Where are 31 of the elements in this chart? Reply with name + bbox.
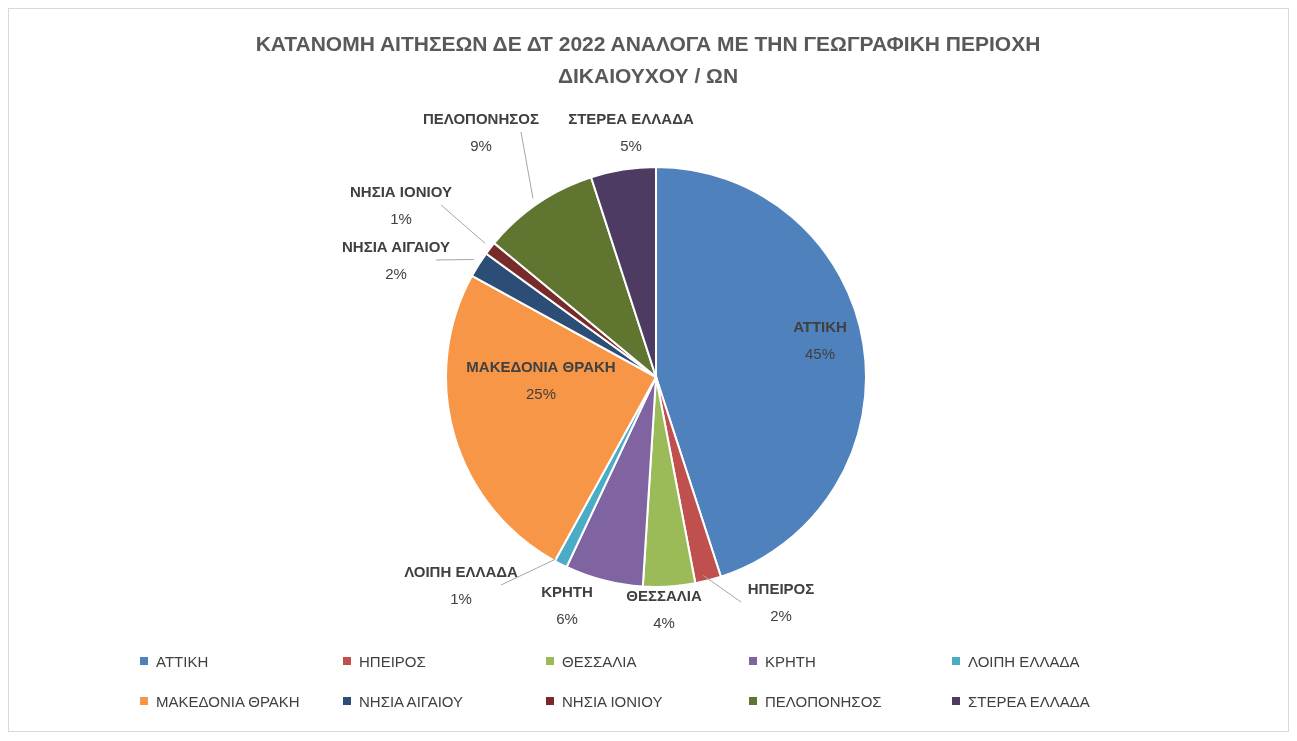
slice-label: ΜΑΚΕΔΟΝΙΑ ΘΡΑΚΗ [466,358,616,375]
data-label: 2% [385,265,407,282]
data-label: 9% [470,137,492,154]
data-label: 1% [390,210,412,227]
legend-label: ΚΡΗΤΗ [765,652,816,670]
chart-title: ΚΑΤΑΝΟΜΗ ΑΙΤΗΣΕΩΝ ΔΕ ΔΤ 2022 ΑΝΑΛΟΓΑ ΜΕ ΤΗΝ ΓΕΩΓΡΑΦΙΚΗ ΠΕΡΙΟΧΗ ΔΙΚΑΙΟΥΧΟΥ / ΩΝ [254,31,1042,89]
legend-label: ΛΟΙΠΗ ΕΛΛΑΔΑ [968,652,1080,670]
slice-label: ΝΗΣΙΑ ΑΙΓΑΙΟΥ [342,238,450,255]
legend-label: ΝΗΣΙΑ ΙΟΝΙΟΥ [562,692,663,710]
legend-label: ΗΠΕΙΡΟΣ [359,652,426,670]
legend-label: ΣΤΕΡΕΑ ΕΛΛΑΔΑ [968,692,1090,710]
slice-label: ΣΤΕΡΕΑ ΕΛΛΑΔΑ [568,110,694,127]
data-label: 45% [804,345,836,362]
slice-label: ΚΡΗΤΗ [541,583,593,600]
legend-label: ΠΕΛΟΠΟΝΗΣΟΣ [765,692,882,710]
slice-label: ΗΠΕΙΡΟΣ [747,580,815,597]
legend-label: ΜΑΚΕΔΟΝΙΑ ΘΡΑΚΗ [156,692,300,710]
slice-label: ΑΤΤΙΚΗ [793,318,847,335]
data-label: 2% [770,607,792,624]
data-label: 6% [556,610,578,627]
slice-label: ΝΗΣΙΑ ΙΟΝΙΟΥ [350,183,452,200]
slice-label: ΛΟΙΠΗ ΕΛΛΑΔΑ [404,563,519,580]
legend-label: ΝΗΣΙΑ ΑΙΓΑΙΟΥ [359,692,464,710]
data-label: 5% [620,137,642,154]
data-label: 4% [653,614,675,631]
legend-label: ΑΤΤΙΚΗ [156,652,209,670]
slice-label: ΘΕΣΣΑΛΙΑ [626,587,702,604]
legend-label: ΘΕΣΣΑΛΙΑ [562,652,637,670]
slice-label: ΠΕΛΟΠΟΝΗΣΟΣ [423,110,539,127]
data-label: 1% [450,590,472,607]
data-label: 25% [525,385,557,402]
